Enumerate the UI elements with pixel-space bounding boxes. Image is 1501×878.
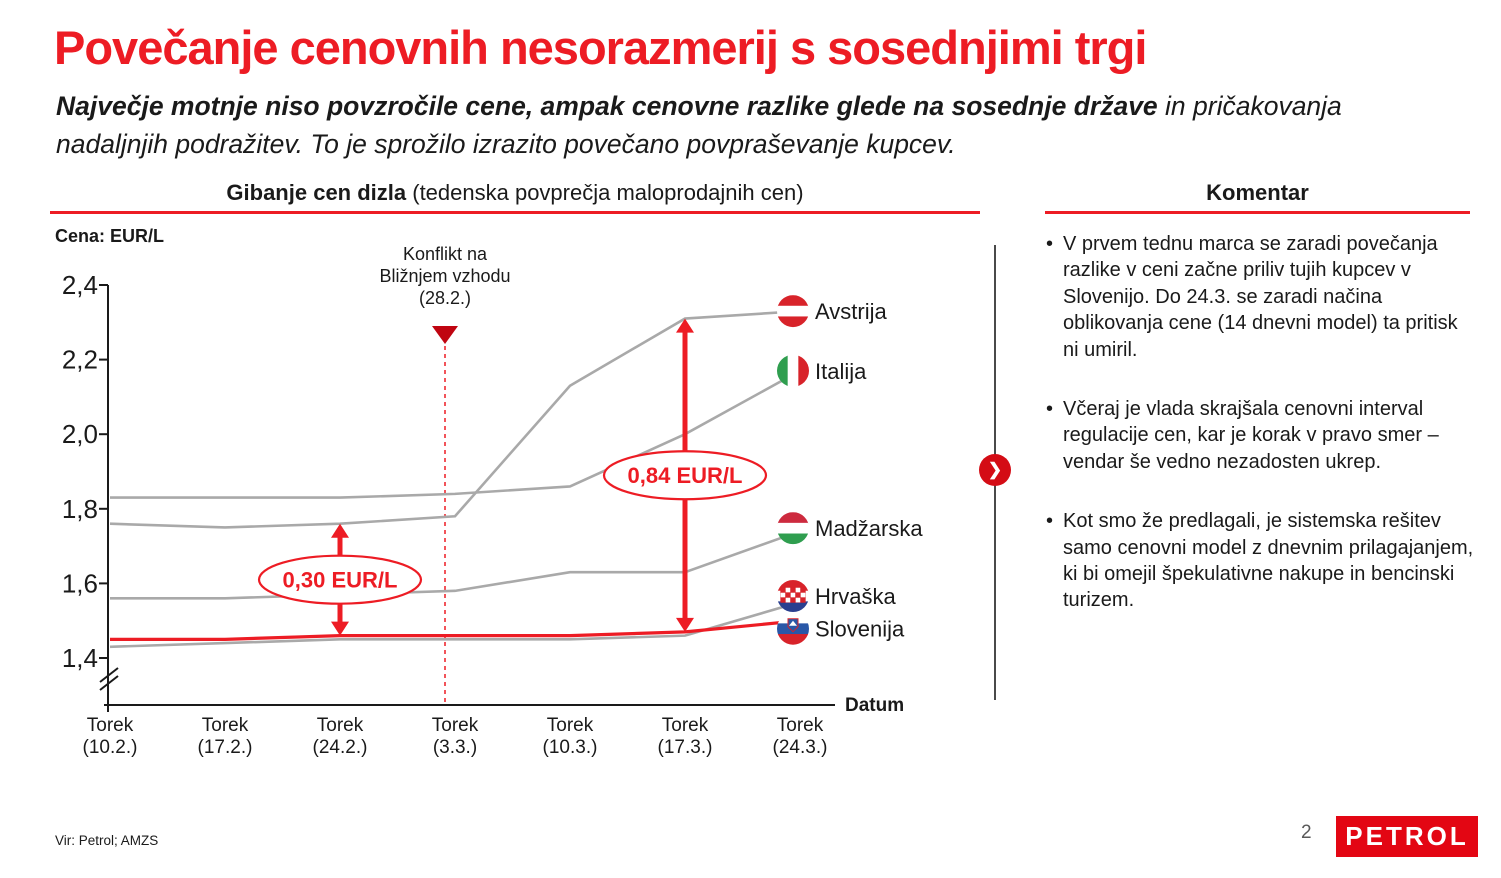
petrol-logo: PETROL: [1336, 816, 1478, 857]
slide-subtitle: Največje motnje niso povzročile cene, am…: [56, 88, 1426, 163]
italy-flag-icon: [777, 354, 809, 387]
comment-bullet-2: • Včeraj je vlada skrajšala cenovni inte…: [1046, 396, 1478, 475]
svg-text:1,8: 1,8: [62, 494, 98, 524]
svg-text:(28.2.): (28.2.): [419, 288, 471, 308]
svg-text:2,4: 2,4: [62, 270, 98, 300]
svg-text:0,30 EUR/L: 0,30 EUR/L: [283, 568, 398, 593]
page-title: Povečanje cenovnih nesorazmerij s sosedn…: [54, 21, 1147, 74]
austria-flag-icon: [777, 295, 809, 328]
page-number: 2: [1301, 822, 1312, 843]
svg-text:0,84 EUR/L: 0,84 EUR/L: [628, 463, 743, 488]
svg-text:(24.2.): (24.2.): [313, 737, 368, 758]
chart-title: Gibanje cen dizla (tedenska povprečja ma…: [50, 180, 980, 206]
svg-text:Torek: Torek: [662, 715, 709, 736]
event-triangle-icon: [432, 326, 458, 344]
svg-text:1,6: 1,6: [62, 568, 98, 598]
series-label-hungary: Madžarska: [815, 516, 923, 541]
svg-text:(17.3.): (17.3.): [658, 737, 713, 758]
series-label-croatia: Hrvaška: [815, 584, 896, 609]
comment-bullet-3: • Kot smo že predlagali, je sistemska re…: [1046, 508, 1478, 614]
series-line-hungary: [110, 529, 801, 600]
comment-bullet-1: • V prvem tednu marca se zaradi povečanj…: [1046, 231, 1478, 363]
subtitle-rest-part: in pričakovanja nadaljnjih podražitev. T…: [56, 91, 1342, 159]
diesel-price-chart: 2,4 2,2 2,0 1,8 1,6 1,4 Torek (10.2.) Torek (17.2…: [40, 240, 980, 780]
svg-text:(10.3.): (10.3.): [543, 737, 598, 758]
series-label-italy: Italija: [815, 359, 867, 384]
svg-text:2,0: 2,0: [62, 419, 98, 449]
comment-text-1: V prvem tednu marca se zaradi povečanja …: [1063, 233, 1458, 361]
svg-text:Torek: Torek: [202, 715, 249, 736]
series-line-slovenia: [110, 619, 801, 641]
diesel-price-chart-svg: 2,42,22,01,81,61,4Torek(10.2.)Torek(17.2…: [62, 244, 924, 758]
svg-text:Torek: Torek: [777, 715, 824, 736]
subtitle-bold-part: Največje motnje niso povzročile cene, am…: [56, 91, 1158, 121]
svg-text:Torek: Torek: [432, 715, 479, 736]
bullet-icon: •: [1046, 510, 1054, 533]
series-line-croatia: [109, 600, 801, 649]
croatia-flag-icon: [777, 580, 809, 613]
svg-text:(17.2.): (17.2.): [198, 737, 253, 758]
comment-text-2: Včeraj je vlada skrajšala cenovni interv…: [1063, 397, 1439, 473]
svg-text:Torek: Torek: [547, 715, 594, 736]
measurement-annotation-2: 0,84 EUR/L: [602, 318, 768, 632]
svg-text:Konflikt na: Konflikt na: [403, 244, 488, 264]
svg-text:Datum: Datum: [845, 695, 904, 716]
svg-text:(10.2.): (10.2.): [83, 737, 138, 758]
chart-axes: 2,42,22,01,81,61,4Torek(10.2.)Torek(17.2…: [62, 270, 904, 758]
y-axis-unit-label: Cena: EUR/L: [55, 226, 165, 246]
bullet-icon: •: [1046, 397, 1054, 420]
svg-text:Torek: Torek: [317, 715, 364, 736]
slovenia-flag-icon: [777, 612, 809, 645]
source-note: Vir: Petrol; AMZS: [55, 833, 159, 848]
comment-panel: • V prvem tednu marca se zaradi povečanj…: [1046, 231, 1478, 647]
svg-text:1,4: 1,4: [62, 643, 98, 673]
comment-title: Komentar: [1206, 180, 1309, 205]
svg-text:Torek: Torek: [87, 715, 134, 736]
comment-title-underline: [1045, 211, 1470, 214]
comment-text-3: Kot smo že predlagali, je sistemska reši…: [1063, 510, 1474, 612]
chevron-right-icon: ❯: [979, 454, 1011, 486]
chart-title-bold: Gibanje cen dizla: [226, 180, 407, 205]
svg-text:(24.3.): (24.3.): [773, 737, 828, 758]
hungary-flag-icon: [777, 512, 809, 545]
chart-title-underline: [50, 211, 980, 214]
svg-text:2,2: 2,2: [62, 345, 98, 375]
svg-text:Bližnjem vzhodu: Bližnjem vzhodu: [379, 266, 510, 286]
bullet-icon: •: [1046, 233, 1054, 255]
series-label-slovenia: Slovenija: [815, 617, 905, 642]
measurement-annotation-1: 0,30 EUR/L: [257, 523, 423, 636]
chart-title-rest: (tedenska povprečja maloprodajnih cen): [406, 180, 804, 205]
series-label-austria: Avstrija: [815, 299, 887, 324]
svg-text:(3.3.): (3.3.): [433, 737, 477, 758]
